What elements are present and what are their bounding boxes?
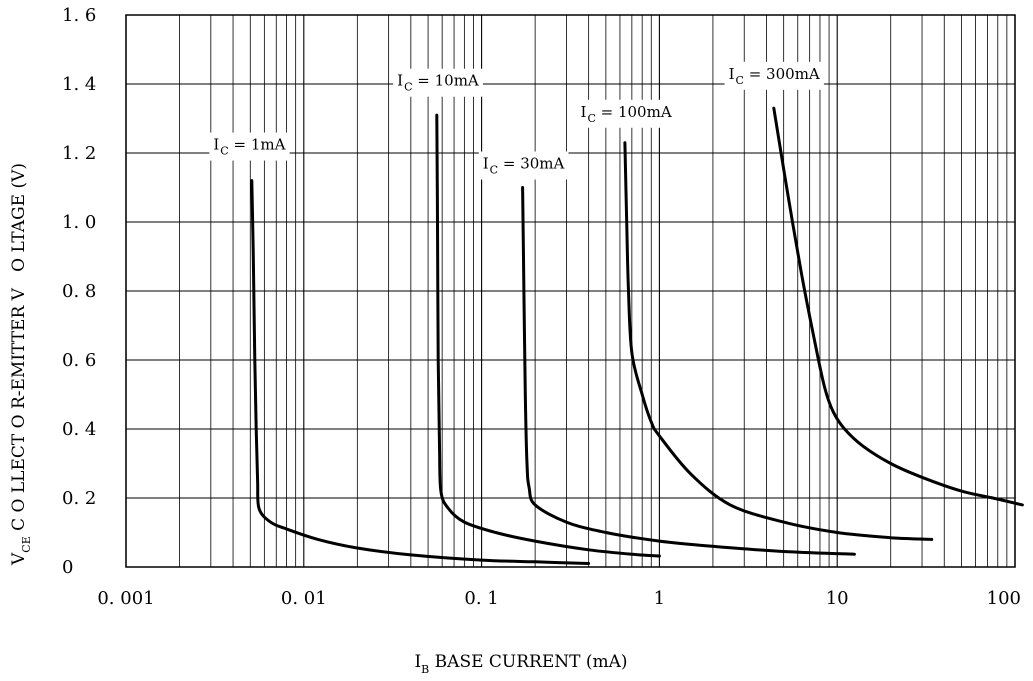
x-tick-label: 100 [987,588,1021,609]
y-axis-title: VCE C O LLECT O R-EMITTER V O LTAGE (V) [9,163,33,566]
series-line [250,179,591,565]
series-label-rest: = 100mA [596,103,672,121]
series-line [623,141,934,541]
x-axis-title: IB BASE CURRENT (mA) [414,652,627,676]
series-label: IC = 1mA [209,132,290,161]
series-label-text: IC = 300mA [729,65,820,87]
y-tick-label: 0 [62,557,73,578]
y-axis-title-sub: CE [20,536,33,552]
curves [250,106,1024,565]
series-label-sub: C [404,81,412,94]
series-label-text: IC = 100mA [581,103,672,125]
series-line [435,113,661,558]
series-label: IC = 30mA [478,151,569,180]
y-tick-label: 0. 4 [62,419,96,440]
series-label-bg [393,68,483,97]
series-label-rest: = 30mA [498,155,564,173]
series-label-sub: C [587,112,595,125]
x-axis-title-sub: B [421,663,429,676]
series-label-text: IC = 10mA [397,72,479,94]
x-tick-label: 0. 001 [97,588,154,609]
y-axis-title-rest: C O LLECT O R-EMITTER V O LTAGE (V) [9,163,29,536]
y-tick-label: 1. 0 [62,212,96,233]
y-tick-label: 1. 2 [62,143,96,164]
y-tick-label: 0. 2 [62,488,96,509]
x-tick-label: 10 [826,588,849,609]
y-tick-label: 0. 6 [62,350,96,371]
x-axis-title-main: I [414,652,421,672]
series-label-main: I [213,136,219,154]
series-label-bg [576,99,676,128]
major-grid [125,14,1016,568]
y-tick-labels: 0 0. 2 0. 4 0. 6 0. 8 1. 0 1. 2 1. 4 1. 6 [62,5,96,578]
series-label-bg [724,61,824,90]
series-label-rest: = 300mA [744,65,820,83]
y-tick-label: 1. 4 [62,74,96,95]
series-label: IC = 10mA [393,68,483,97]
series-line [521,186,856,556]
series-label-rest: = 1mA [229,136,286,154]
series-label: IC = 300mA [724,61,824,90]
series-label-sub: C [736,74,744,87]
x-tick-label: 0. 1 [464,588,498,609]
series-label-bg [478,151,569,180]
series-label-main: I [581,103,587,121]
y-axis-title-main: V [9,552,29,566]
x-tick-labels: 0. 001 0. 01 0. 1 1 10 100 [97,588,1021,609]
series-label-main: I [729,65,735,83]
series-label-text: IC = 1mA [213,136,285,158]
series-label-main: I [397,72,403,90]
series-label-bg [209,132,290,161]
series-label-sub: C [220,145,228,158]
y-tick-label: 1. 6 [62,5,96,26]
series-label: IC = 100mA [576,99,676,128]
series-label-main: I [483,155,489,173]
y-tick-label: 0. 8 [62,281,96,302]
series-label-text: IC = 30mA [483,155,565,177]
x-tick-label: 1 [654,588,665,609]
x-axis-title-rest: BASE CURRENT (mA) [429,652,627,672]
plot-frame [125,14,1016,568]
series-label-sub: C [490,164,498,177]
series-label-rest: = 10mA [413,72,479,90]
x-tick-label: 0. 01 [281,588,327,609]
series-line [772,106,1024,507]
